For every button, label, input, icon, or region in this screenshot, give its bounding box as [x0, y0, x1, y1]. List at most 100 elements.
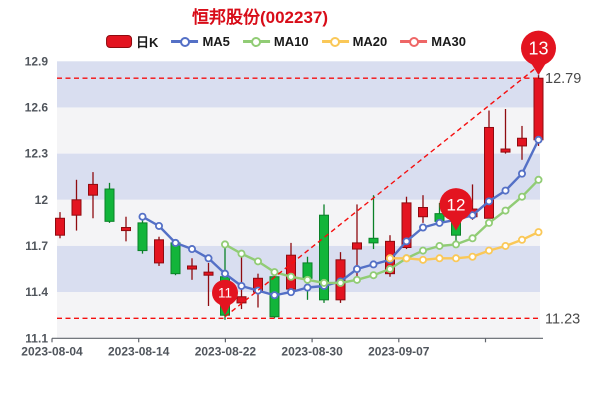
candle-body: [203, 271, 214, 276]
legend-item-kline[interactable]: 日K: [106, 32, 158, 51]
ma20-marker: [468, 252, 477, 261]
x-axis-label: 2023-09-07: [368, 344, 430, 358]
ma5-marker: [270, 291, 279, 300]
candle-body: [500, 148, 511, 153]
ma5-marker: [484, 197, 493, 206]
y-axis-label: 11.4: [25, 285, 48, 299]
ma10-marker: [518, 192, 527, 201]
ma20-marker: [484, 246, 493, 255]
y-axis-label: 12.9: [25, 54, 49, 68]
ma10-marker: [418, 246, 427, 255]
ma10-marker: [468, 234, 477, 243]
candle-body: [88, 183, 98, 196]
legend-item-label: 日K: [136, 35, 159, 50]
ma5-marker: [435, 218, 444, 227]
ma5-marker: [286, 288, 295, 297]
legend-item-label: MA10: [273, 34, 309, 49]
ma20-marker: [418, 255, 427, 264]
ma5-marker: [171, 238, 180, 247]
candle-body: [401, 202, 412, 249]
pin-label: 13: [528, 38, 548, 58]
reference-lines-group: 12.79 11.23: [57, 65, 581, 327]
axis-group: 2023-08-04 2023-08-14 2023-08-22 2023-08-30…: [21, 54, 543, 358]
ma20-marker: [501, 241, 510, 250]
ma20-path: [388, 230, 540, 261]
ma10-marker: [220, 240, 229, 249]
ma20-marker: [451, 254, 460, 263]
ma20-marker: [534, 228, 543, 237]
ma5-marker: [418, 223, 427, 232]
ma5-marker: [352, 265, 361, 274]
dashed-trend-line: [224, 65, 539, 318]
candle-body: [154, 239, 164, 264]
ma5-marker: [402, 237, 411, 246]
markers-group: 11 12 13: [212, 30, 556, 316]
ma20-line: [385, 228, 543, 264]
pin-circle: [521, 30, 556, 66]
ma20-marker: [518, 235, 527, 244]
chart-title: 恒邦股份(002237): [191, 8, 329, 27]
ma10-marker: [336, 278, 345, 287]
ma5-marker: [138, 212, 147, 221]
x-axis-label: 2023-08-04: [21, 344, 83, 358]
ma20-marker: [385, 254, 394, 263]
candle-body: [104, 188, 115, 222]
ma10-marker: [435, 241, 444, 250]
ma5-marker: [369, 260, 378, 269]
ma10-marker: [319, 278, 328, 287]
candle-body: [352, 242, 362, 250]
y-axis-label: 11.1: [25, 331, 48, 345]
ma10-marker: [369, 271, 378, 280]
ma5-line: [138, 135, 543, 300]
y-axis-label: 12.6: [25, 100, 49, 114]
candle-body: [170, 242, 181, 275]
band: [57, 245, 540, 293]
ma5-legend-icon: [171, 36, 199, 47]
candle-body: [418, 206, 428, 218]
pin-circle: [212, 279, 238, 306]
level-annotation: 12.79: [545, 71, 581, 87]
x-axis-label: 2023-08-22: [195, 344, 257, 358]
ma5-marker: [220, 269, 229, 278]
x-axis-label: 2023-08-30: [281, 344, 343, 358]
ma10-legend-icon: [242, 36, 270, 47]
ma10-marker: [286, 272, 295, 281]
candle-body: [286, 254, 296, 290]
pin-circle: [439, 188, 473, 222]
y-axis-label: 12.3: [25, 147, 49, 161]
legend-item-ma10[interactable]: MA10: [242, 34, 309, 49]
band: [57, 61, 540, 108]
ma20-legend-icon: [321, 36, 349, 47]
ma5-marker: [237, 281, 246, 290]
ma5-marker: [303, 283, 312, 292]
legend-item-ma30[interactable]: MA30: [400, 34, 466, 49]
candle-body: [368, 237, 379, 244]
candle-body: [137, 222, 148, 252]
ma5-marker: [534, 135, 543, 144]
candle-body: [319, 214, 329, 301]
legend-item-label: MA20: [352, 34, 388, 49]
ma10-marker: [451, 240, 460, 249]
ma10-marker: [270, 268, 279, 277]
candle-body: [121, 227, 131, 232]
x-axis-label: 2023-08-14: [108, 344, 170, 358]
ma5-marker: [154, 221, 163, 230]
legend-item-ma5[interactable]: MA5: [171, 34, 230, 49]
band: [57, 292, 540, 339]
candle-body: [236, 296, 247, 304]
candle-body: [533, 77, 544, 141]
legend-item-label: MA30: [431, 34, 466, 49]
level-annotation: 11.23: [545, 311, 580, 327]
y-axis-label: 12: [35, 193, 49, 207]
ma5-marker: [468, 211, 477, 220]
legend-item-label: MA5: [202, 34, 230, 49]
y-axis-label: 11.7: [25, 239, 48, 253]
ma10-marker: [352, 275, 361, 284]
pin-label: 11: [218, 285, 232, 300]
ma10-marker: [501, 206, 510, 215]
ma10-marker: [385, 265, 394, 274]
legend-item-ma20[interactable]: MA20: [321, 34, 388, 49]
legend: 日K MA5 MA10 MA20 MA30: [106, 32, 466, 51]
ma10-marker: [253, 257, 262, 266]
